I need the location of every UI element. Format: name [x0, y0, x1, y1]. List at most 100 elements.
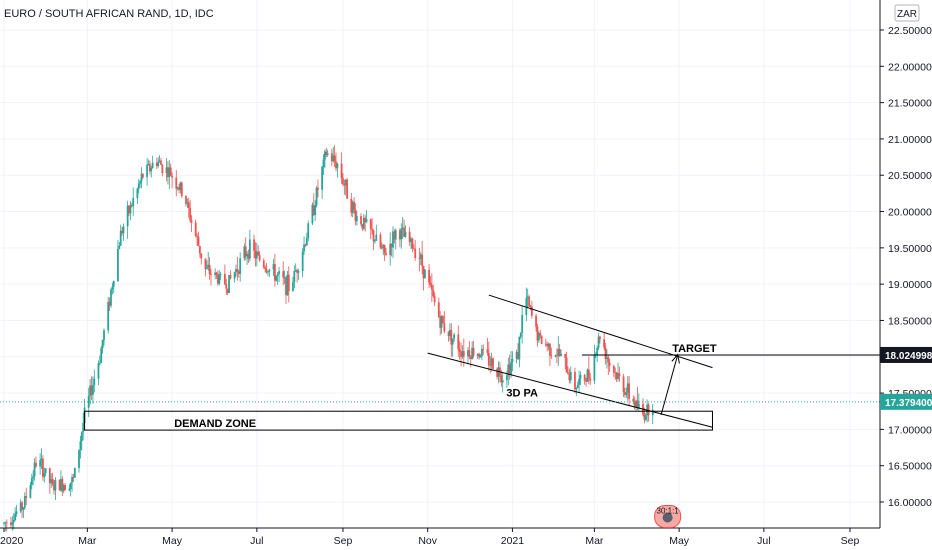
candle-body: [549, 343, 551, 356]
candle: [530, 300, 533, 319]
candle: [4, 521, 7, 532]
candle: [151, 155, 154, 169]
candle: [432, 284, 435, 298]
candle-body: [468, 350, 471, 357]
candle: [40, 448, 43, 469]
candle: [139, 180, 142, 188]
candle-body: [647, 404, 650, 416]
candle-body: [482, 348, 485, 350]
candle: [200, 253, 203, 265]
candle: [44, 468, 47, 476]
candle: [403, 219, 405, 237]
candle: [68, 484, 71, 492]
candle-body: [208, 264, 211, 274]
candle-body: [393, 231, 396, 240]
candle-body: [383, 244, 386, 254]
candle-body: [346, 179, 349, 199]
candle-body: [457, 334, 460, 350]
candle-body: [307, 223, 310, 239]
candle-body: [618, 373, 621, 377]
target-price-badge[interactable]: 18.024998: [880, 346, 932, 363]
candle: [536, 323, 539, 347]
candle-body: [574, 371, 576, 390]
candle-body: [362, 217, 365, 229]
candle: [569, 366, 572, 384]
candle: [497, 361, 500, 384]
candle-body: [107, 301, 110, 331]
current-price-badge-bg: [880, 393, 932, 410]
x-tick-label: 2020: [0, 535, 24, 547]
candle-body: [207, 264, 210, 268]
chart-drawings[interactable]: DEMAND ZONE TARGET 3D PA: [0, 294, 880, 431]
candle: [239, 252, 242, 282]
candle: [394, 228, 397, 250]
candle-body: [80, 432, 83, 442]
candle: [210, 268, 212, 286]
candle: [118, 241, 121, 250]
candle: [597, 332, 600, 351]
candle-body: [360, 216, 362, 225]
demand-zone-box[interactable]: [84, 410, 713, 431]
candle-body: [528, 296, 531, 307]
candle: [526, 288, 529, 309]
candlestick-series: [3, 145, 654, 532]
candle: [54, 477, 57, 500]
candle: [137, 179, 140, 194]
target-arrow-shaft[interactable]: [660, 354, 679, 415]
candle-body: [61, 479, 64, 492]
candle: [29, 481, 32, 499]
candle-body: [233, 272, 236, 279]
candle-body: [486, 349, 489, 353]
candle: [33, 458, 36, 481]
y-tick-label: 16.500000: [888, 461, 932, 473]
candle: [642, 398, 644, 417]
candle: [451, 338, 454, 357]
candle: [354, 203, 357, 226]
candle: [160, 157, 162, 165]
candle-body: [390, 243, 393, 248]
candle: [14, 507, 17, 522]
candle: [375, 224, 378, 241]
candle: [296, 268, 299, 283]
candle: [479, 354, 482, 358]
candle: [297, 268, 300, 280]
candle-body: [103, 330, 105, 340]
candle: [355, 210, 358, 226]
candle: [110, 288, 112, 308]
time-axis[interactable]: 2020 Mar May Jul Sep Nov 2021 Mar May Jul Sep: [0, 528, 859, 547]
lower-trendline[interactable]: [427, 352, 713, 428]
candle-body: [119, 230, 122, 246]
event-badge[interactable]: 30:1:1: [654, 505, 682, 529]
candle: [568, 368, 571, 384]
candle-body: [501, 380, 504, 383]
candle: [342, 173, 344, 187]
target-price-value: 18.024998: [885, 351, 932, 362]
candle: [283, 270, 286, 285]
candle: [412, 244, 415, 250]
candle-body: [379, 234, 382, 248]
currency-badge[interactable]: ZAR: [894, 4, 920, 22]
candle-body: [217, 275, 219, 284]
candle: [585, 377, 587, 387]
candle: [380, 242, 383, 250]
candle: [258, 251, 261, 262]
candle: [322, 154, 325, 176]
candle-body: [380, 247, 383, 249]
current-price-badge[interactable]: 17.379400: [880, 393, 932, 410]
candle: [323, 149, 326, 169]
candle-body: [21, 502, 23, 510]
candle-body: [508, 364, 511, 375]
candle-body: [126, 205, 129, 227]
candle: [237, 269, 240, 278]
candle: [179, 181, 182, 194]
upper-trendline[interactable]: [488, 294, 713, 369]
price-axis[interactable]: 22.500000 22.000000 21.500000 21.000000 20.5…: [880, 25, 932, 509]
candle-body: [586, 369, 589, 382]
candle-body: [439, 316, 442, 328]
candle-body: [608, 362, 611, 366]
candle: [223, 264, 226, 286]
candle-body: [198, 245, 201, 254]
candle: [64, 483, 67, 491]
candle-body: [336, 163, 339, 169]
